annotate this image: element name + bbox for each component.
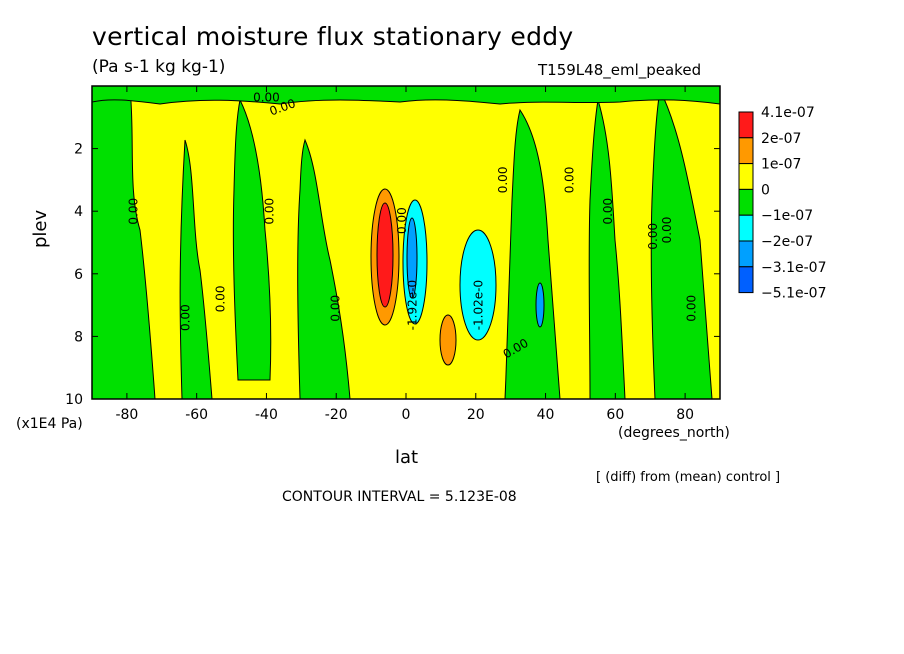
x-tick-label: 20 (467, 407, 485, 423)
y-tick-label: 10 (65, 392, 83, 408)
colorbar-swatch (738, 111, 754, 139)
colorbar-label: −2e-07 (761, 234, 813, 250)
x-tick-label: -40 (255, 407, 278, 423)
contour-label: 0.00 (660, 217, 674, 244)
colorbar-label: −3.1e-07 (761, 260, 826, 276)
contour-label: 0.00 (496, 167, 510, 194)
x-tick-label: -80 (115, 407, 138, 423)
x-tick-label: 80 (676, 407, 694, 423)
x-tick-label: 60 (606, 407, 624, 423)
chart-units: (Pa s-1 kg kg-1) (92, 57, 226, 77)
contour-label: 0.00 (126, 198, 140, 225)
x-axis-label: lat (395, 447, 419, 468)
x-tick-label: -20 (325, 407, 348, 423)
y-tick-label: 2 (74, 142, 83, 158)
colorbar-swatch (738, 163, 754, 190)
nh-tropics-cyan-core (459, 229, 497, 341)
y-axis-unit: (x1E4 Pa) (16, 416, 83, 432)
y-tick-label: 4 (74, 204, 83, 220)
colorbar-label: 1e-07 (761, 157, 801, 173)
contour-label: 0.00 (562, 167, 576, 194)
colorbar-label: −1e-07 (761, 208, 813, 224)
colorbar-label: 2e-07 (761, 131, 801, 147)
contour-label: 0.00 (685, 295, 699, 322)
contour-interval-text: CONTOUR INTERVAL = 5.123E-08 (282, 489, 517, 505)
y-axis-ticks: 2 4 6 8 10 (65, 142, 720, 408)
contour-label: 0.00 (214, 285, 228, 312)
nh-tropics-orange-core (439, 314, 457, 366)
colorbar: 4.1e-07 2e-07 1e-07 0 −1e-07 −2e-07 −3.1e-07 −5… (738, 105, 826, 302)
contour-labels: 0.000.000.00 0.000.000.00 0.000.000.00 0.00… (126, 91, 698, 362)
negative-band-nh-polar (650, 88, 713, 399)
contour-label: 0.00 (253, 91, 280, 105)
sh-tropics-red-core (376, 202, 394, 308)
chart-title: vertical moisture flux stationary eddy (92, 22, 574, 51)
y-tick-label: 6 (74, 267, 83, 283)
negative-band-nh-mid (588, 99, 626, 399)
equatorial-blue-core (406, 217, 418, 299)
colorbar-label: 4.1e-07 (761, 105, 815, 121)
contour-label: 0.00 (601, 198, 615, 225)
negative-band-sh-sub (297, 138, 351, 399)
colorbar-label: 0 (761, 182, 770, 198)
colorbar-swatch (738, 214, 754, 242)
contour-label: 0.00 (262, 198, 276, 225)
x-tick-label: -60 (185, 407, 208, 423)
x-tick-label: 40 (537, 407, 555, 423)
colorbar-swatch (738, 188, 754, 216)
contour-label: 0.00 (329, 295, 343, 322)
x-axis-ticks: -80 -60 -40 -20 0 20 40 60 80 (115, 86, 694, 423)
x-tick-label: 0 (402, 407, 411, 423)
contour-label: -1.02e-0 (472, 280, 486, 330)
diff-footnote: [ (diff) from (mean) control ] (596, 470, 781, 485)
negative-band-south-polar (92, 87, 156, 399)
contour-label: 0.00 (395, 207, 409, 234)
colorbar-swatch (738, 240, 754, 268)
colorbar-label: −5.1e-07 (761, 286, 826, 302)
contour-label: 0.00 (179, 304, 193, 331)
negative-band-sh-mid-2 (232, 98, 272, 381)
colorbar-swatch (738, 137, 754, 165)
negative-band-sh-mid-1 (179, 139, 213, 399)
nh-midlat-blue-core (535, 282, 545, 328)
x-axis-unit: (degrees_north) (618, 425, 730, 441)
plot-area (92, 86, 720, 399)
y-tick-label: 8 (74, 329, 83, 345)
run-label: T159L48_eml_peaked (538, 61, 702, 79)
contour-label: 0.00 (646, 223, 660, 250)
negative-band-nh-sub (504, 108, 561, 399)
negative-band-top (92, 86, 720, 105)
colorbar-swatch (738, 266, 754, 294)
contour-label: -1.92e-0 (405, 280, 419, 330)
